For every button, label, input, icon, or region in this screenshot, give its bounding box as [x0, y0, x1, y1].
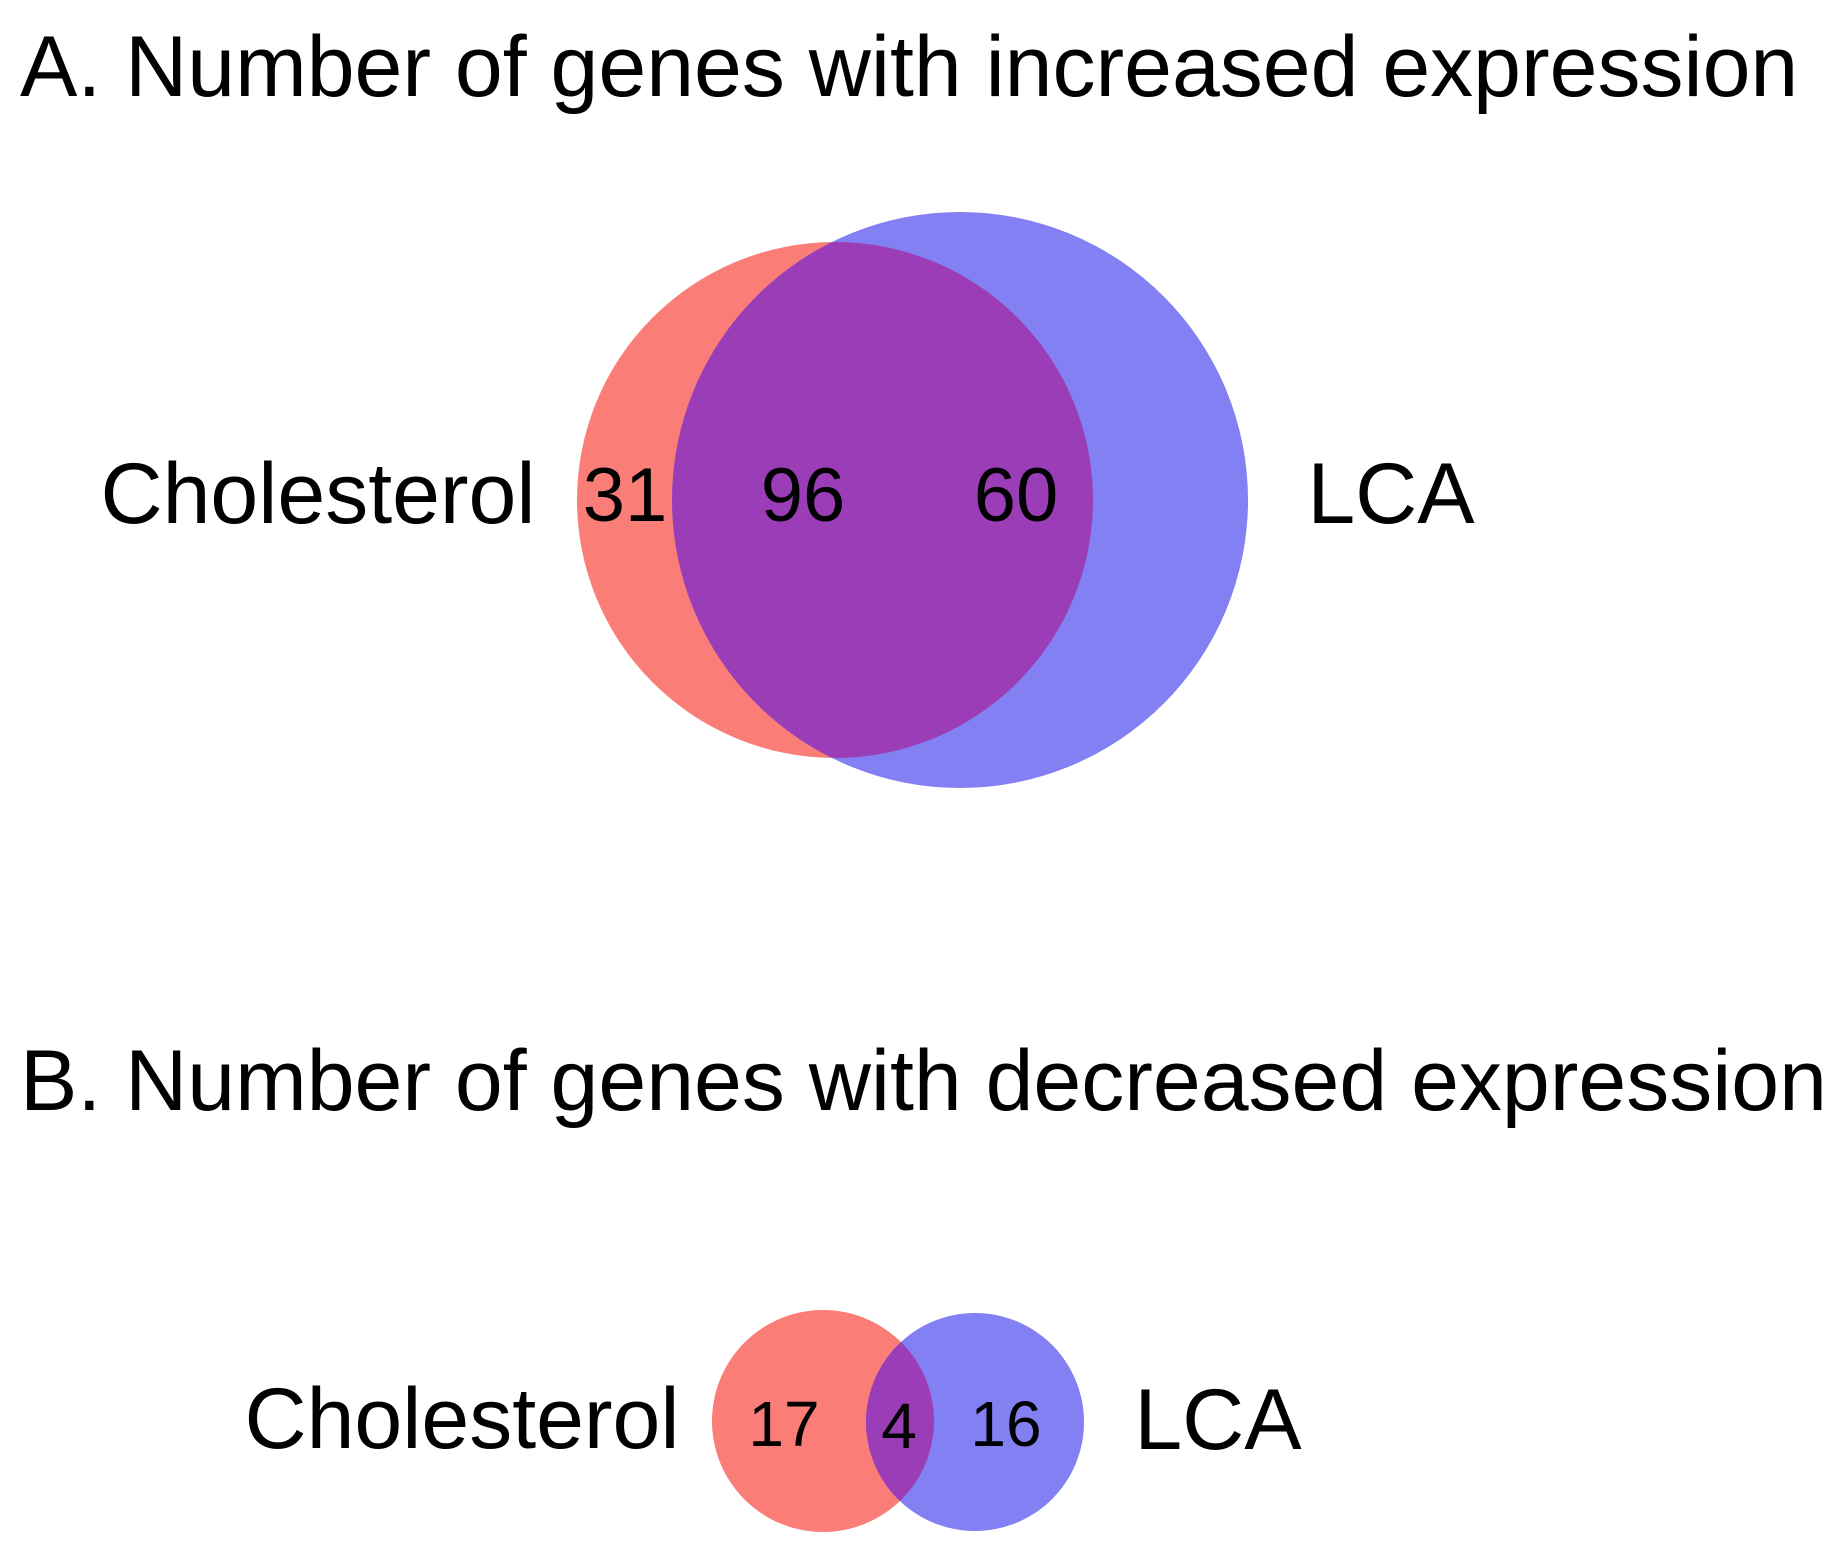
panel-b-left-only-count: 17	[748, 1388, 819, 1460]
panel-a-left-only-count: 31	[583, 453, 668, 538]
panel-b-title: B. Number of genes with decreased expres…	[20, 1033, 1827, 1129]
panel-b-lca-circle	[866, 1313, 1084, 1531]
panel-b-overlap-count: 4	[881, 1390, 917, 1462]
panel-a-title: A. Number of genes with increased expres…	[20, 19, 1798, 115]
panel-b-right-only-count: 16	[970, 1388, 1041, 1460]
panel-b-cholesterol-label: Cholesterol	[245, 1371, 680, 1467]
panel-a-annotations: Cholesterol 31 96 60 LCA	[101, 446, 1476, 542]
panel-b: B. Number of genes with decreased expres…	[20, 1033, 1827, 1532]
panel-a-overlap-region	[672, 242, 1093, 758]
panel-b-annotations: Cholesterol 17 4 16 LCA	[245, 1371, 1303, 1468]
panel-a-overlap-lens	[672, 242, 1093, 758]
panel-a: A. Number of genes with increased expres…	[20, 19, 1798, 788]
panel-b-cholesterol-circle	[712, 1310, 934, 1532]
panel-a-lca-label: LCA	[1307, 446, 1475, 542]
panel-a-overlap-count: 96	[761, 453, 846, 538]
panel-a-right-only-count: 60	[974, 453, 1059, 538]
panel-a-cholesterol-label: Cholesterol	[101, 446, 536, 542]
panel-b-lca-label: LCA	[1134, 1372, 1302, 1468]
